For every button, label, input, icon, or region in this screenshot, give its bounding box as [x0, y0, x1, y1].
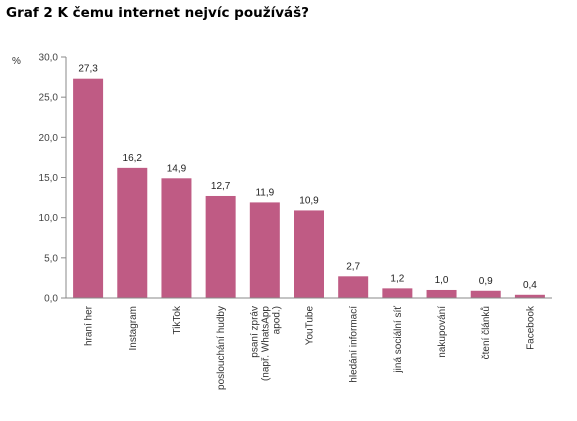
- x-tick-label: YouTube: [305, 306, 316, 346]
- bar: [117, 167, 148, 298]
- data-label: 14,9: [167, 163, 187, 174]
- x-tick-label-line: poslouchání hudby: [216, 306, 227, 390]
- data-label: 11,9: [255, 187, 274, 198]
- bar: [338, 276, 369, 298]
- bar: [470, 290, 501, 298]
- x-tick-label: jiná sociální síť: [393, 306, 404, 374]
- chart-title: Graf 2 K čemu internet nejvíc používáš?: [6, 5, 309, 21]
- x-tick-label-line: hledání informací: [349, 306, 360, 383]
- data-label: 0,9: [479, 276, 493, 287]
- x-axis: hraní her Instagram TikTok poslouchání hudb…: [66, 297, 552, 390]
- data-label: 1,0: [435, 275, 449, 286]
- x-tick-label-line: (např. WhatsApp: [260, 306, 271, 381]
- y-tick-label: 20,0: [39, 133, 59, 144]
- bar: [294, 210, 324, 298]
- bar: [205, 195, 236, 298]
- bar: [73, 78, 104, 298]
- data-label: 2,7: [346, 261, 360, 272]
- x-tick-label-line: TikTok: [172, 305, 183, 335]
- x-tick-label: poslouchání hudby: [216, 306, 227, 390]
- data-label: 16,2: [123, 153, 143, 164]
- y-tick-label: 10,0: [39, 213, 59, 224]
- x-tick-label: Instagram: [128, 306, 139, 350]
- x-tick-label-line: psaní zpráv: [249, 306, 260, 358]
- y-axis: 0,0 5,0 10,0 15,0 20,0 25,0 30,0: [39, 53, 67, 305]
- x-tick-label: psaní zpráv (např. WhatsApp apod.): [249, 306, 282, 381]
- y-tick-label: 30,0: [39, 53, 59, 64]
- x-tick-label-line: Instagram: [128, 306, 139, 350]
- x-tick-label-line: YouTube: [305, 306, 316, 346]
- x-tick-label-line: hraní her: [84, 305, 95, 346]
- x-tick-label-line: apod.): [271, 306, 282, 334]
- y-axis-unit-label: %: [12, 56, 21, 67]
- x-tick-label: nakupování: [437, 306, 448, 358]
- data-label: 12,7: [211, 181, 231, 192]
- bar: [514, 294, 545, 298]
- data-label: 10,9: [299, 195, 319, 206]
- x-tick-label: čtení článků: [480, 306, 492, 359]
- x-tick-label-line: Facebook: [525, 305, 536, 350]
- data-label: 27,3: [78, 64, 98, 75]
- x-tick-label-line: jiná sociální síť: [393, 306, 404, 374]
- bars: [73, 78, 545, 298]
- y-tick-label: 0,0: [44, 294, 58, 305]
- x-tick-label-line: čtení článků: [480, 306, 492, 359]
- y-tick-label: 25,0: [39, 93, 59, 104]
- x-tick-label: hraní her: [84, 305, 95, 346]
- x-tick-label: hledání informací: [349, 306, 360, 383]
- bar: [382, 288, 413, 298]
- x-tick-label: TikTok: [172, 305, 183, 335]
- data-label: 1,2: [390, 273, 404, 284]
- x-tick-label-line: nakupování: [437, 306, 448, 358]
- bar: [249, 202, 280, 298]
- y-tick-label: 15,0: [39, 173, 59, 184]
- bar: [161, 178, 192, 298]
- data-labels: 27,3 16,2 14,9 12,7 11,9 10,9 2,7 1,2 1,0 0,9 0,4: [78, 64, 537, 291]
- bar: [426, 289, 457, 298]
- y-tick-label: 5,0: [44, 253, 58, 264]
- data-label: 0,4: [523, 280, 537, 291]
- x-tick-label: Facebook: [525, 305, 536, 350]
